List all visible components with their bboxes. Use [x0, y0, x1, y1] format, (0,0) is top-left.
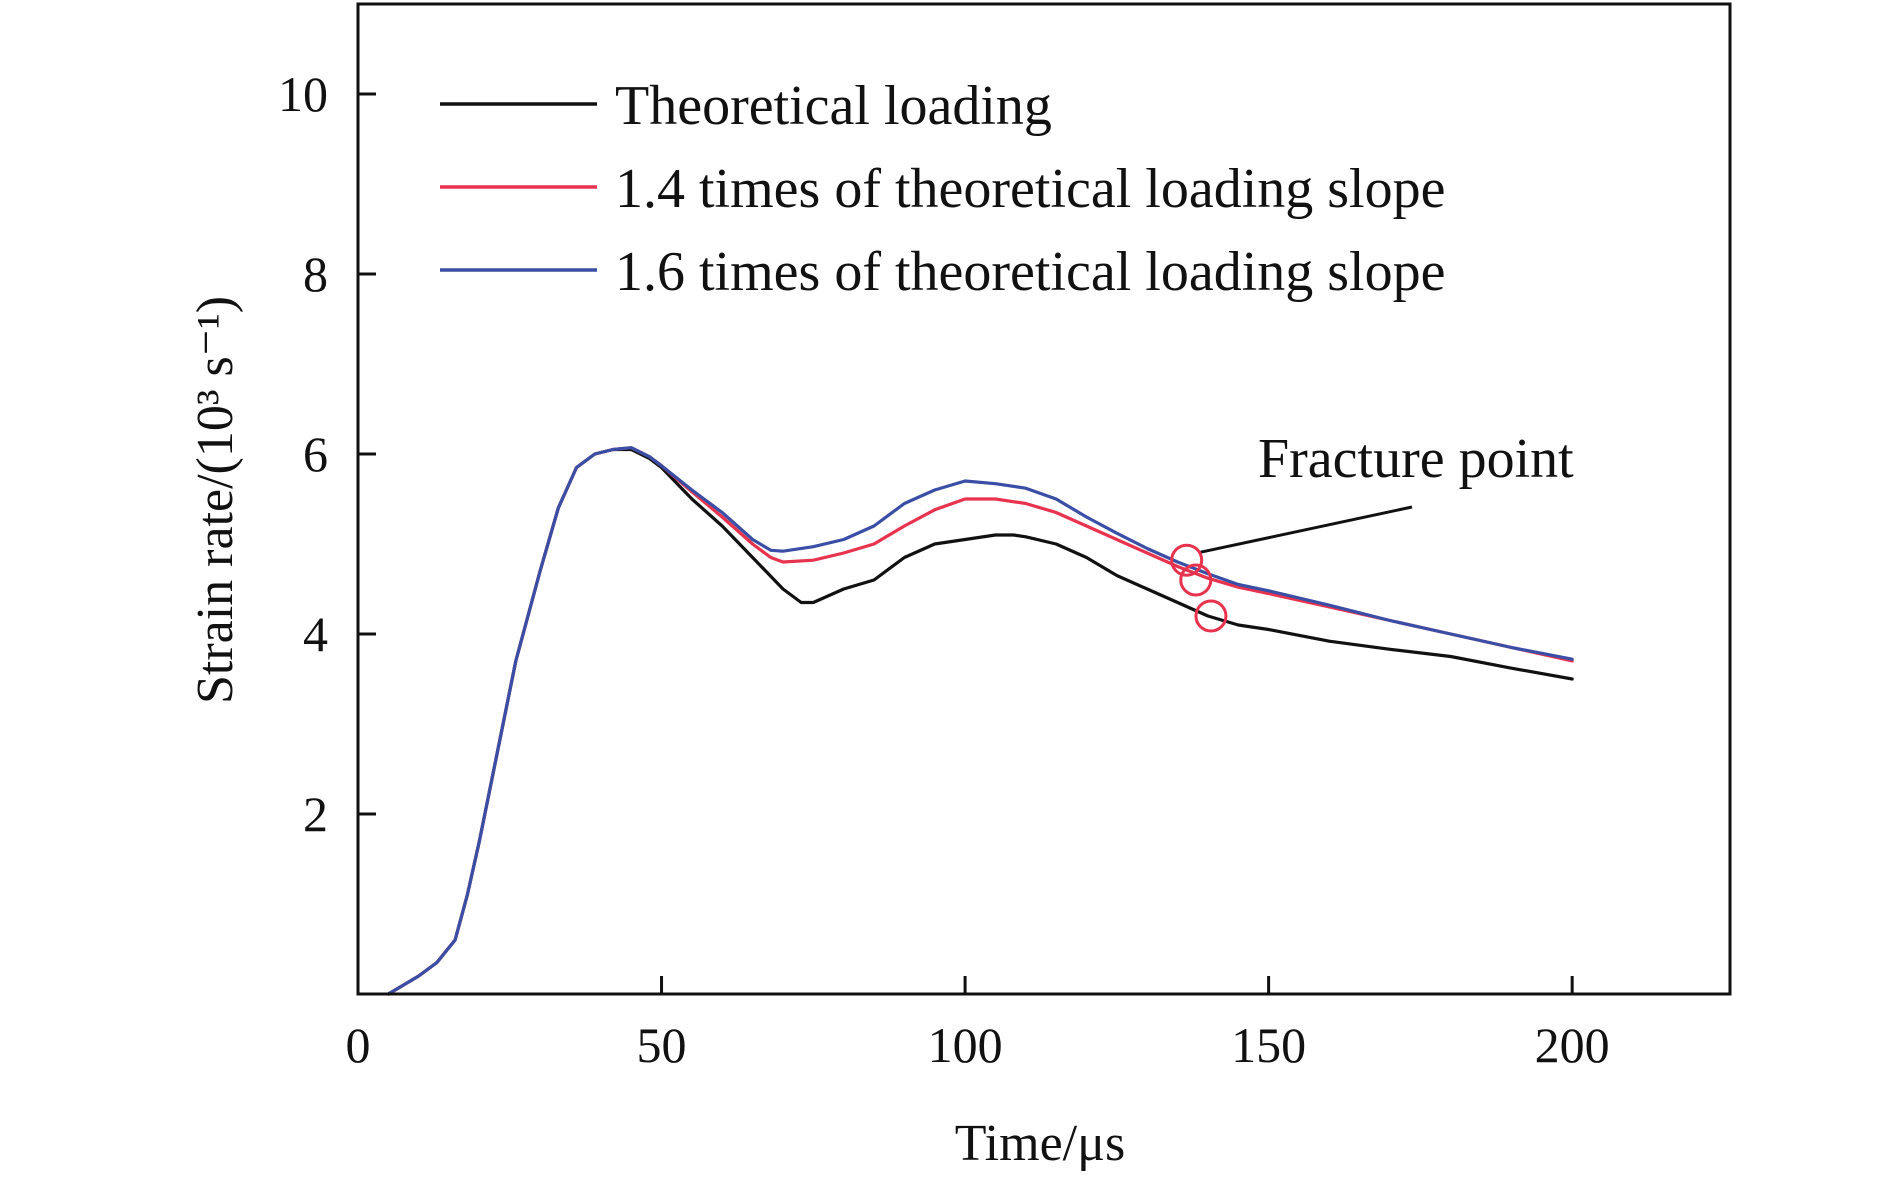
x-tick-label-2: 100 — [928, 1017, 1003, 1073]
series-line-0 — [386, 447, 1574, 996]
axis-ticks — [356, 92, 1574, 994]
legend-label-theoretical: Theoretical loading — [615, 75, 1052, 137]
plot-frame — [356, 2, 1732, 996]
legend: Theoretical loading 1.4 times of theoret… — [440, 75, 1445, 303]
y-tick-label-1: 4 — [303, 606, 328, 662]
fracture-point-marker-0 — [1170, 543, 1204, 577]
y-tick-label-2: 6 — [303, 426, 328, 482]
series-line-2 — [386, 446, 1574, 996]
x-axis-title: Time/μs — [955, 1115, 1125, 1172]
y-tick-label-4: 10 — [278, 66, 328, 122]
annotation-layer: Fracture point — [1170, 428, 1574, 633]
legend-label-1-6x: 1.6 times of theoretical loading slope — [615, 241, 1445, 303]
x-tick-labels: 0 50 100 150 200 — [346, 1017, 1610, 1073]
x-tick-label-0: 0 — [346, 1017, 371, 1073]
y-tick-label-0: 2 — [303, 786, 328, 842]
legend-label-1-4x: 1.4 times of theoretical loading slope — [615, 158, 1445, 220]
fracture-point-marker-1 — [1179, 563, 1213, 597]
series-line-1 — [386, 446, 1574, 996]
fracture-pointer-line — [1200, 505, 1413, 554]
plot-lines — [386, 446, 1574, 996]
y-tick-label-3: 8 — [303, 246, 328, 302]
x-tick-label-1: 50 — [637, 1017, 687, 1073]
x-tick-label-3: 150 — [1231, 1017, 1306, 1073]
y-axis-title: Strain rate/(10³ s⁻¹) — [187, 296, 244, 704]
y-tick-labels: 2 4 6 8 10 — [278, 66, 328, 842]
fracture-point-label: Fracture point — [1258, 428, 1574, 490]
x-tick-label-4: 200 — [1535, 1017, 1610, 1073]
fracture-point-marker-2 — [1194, 599, 1228, 633]
